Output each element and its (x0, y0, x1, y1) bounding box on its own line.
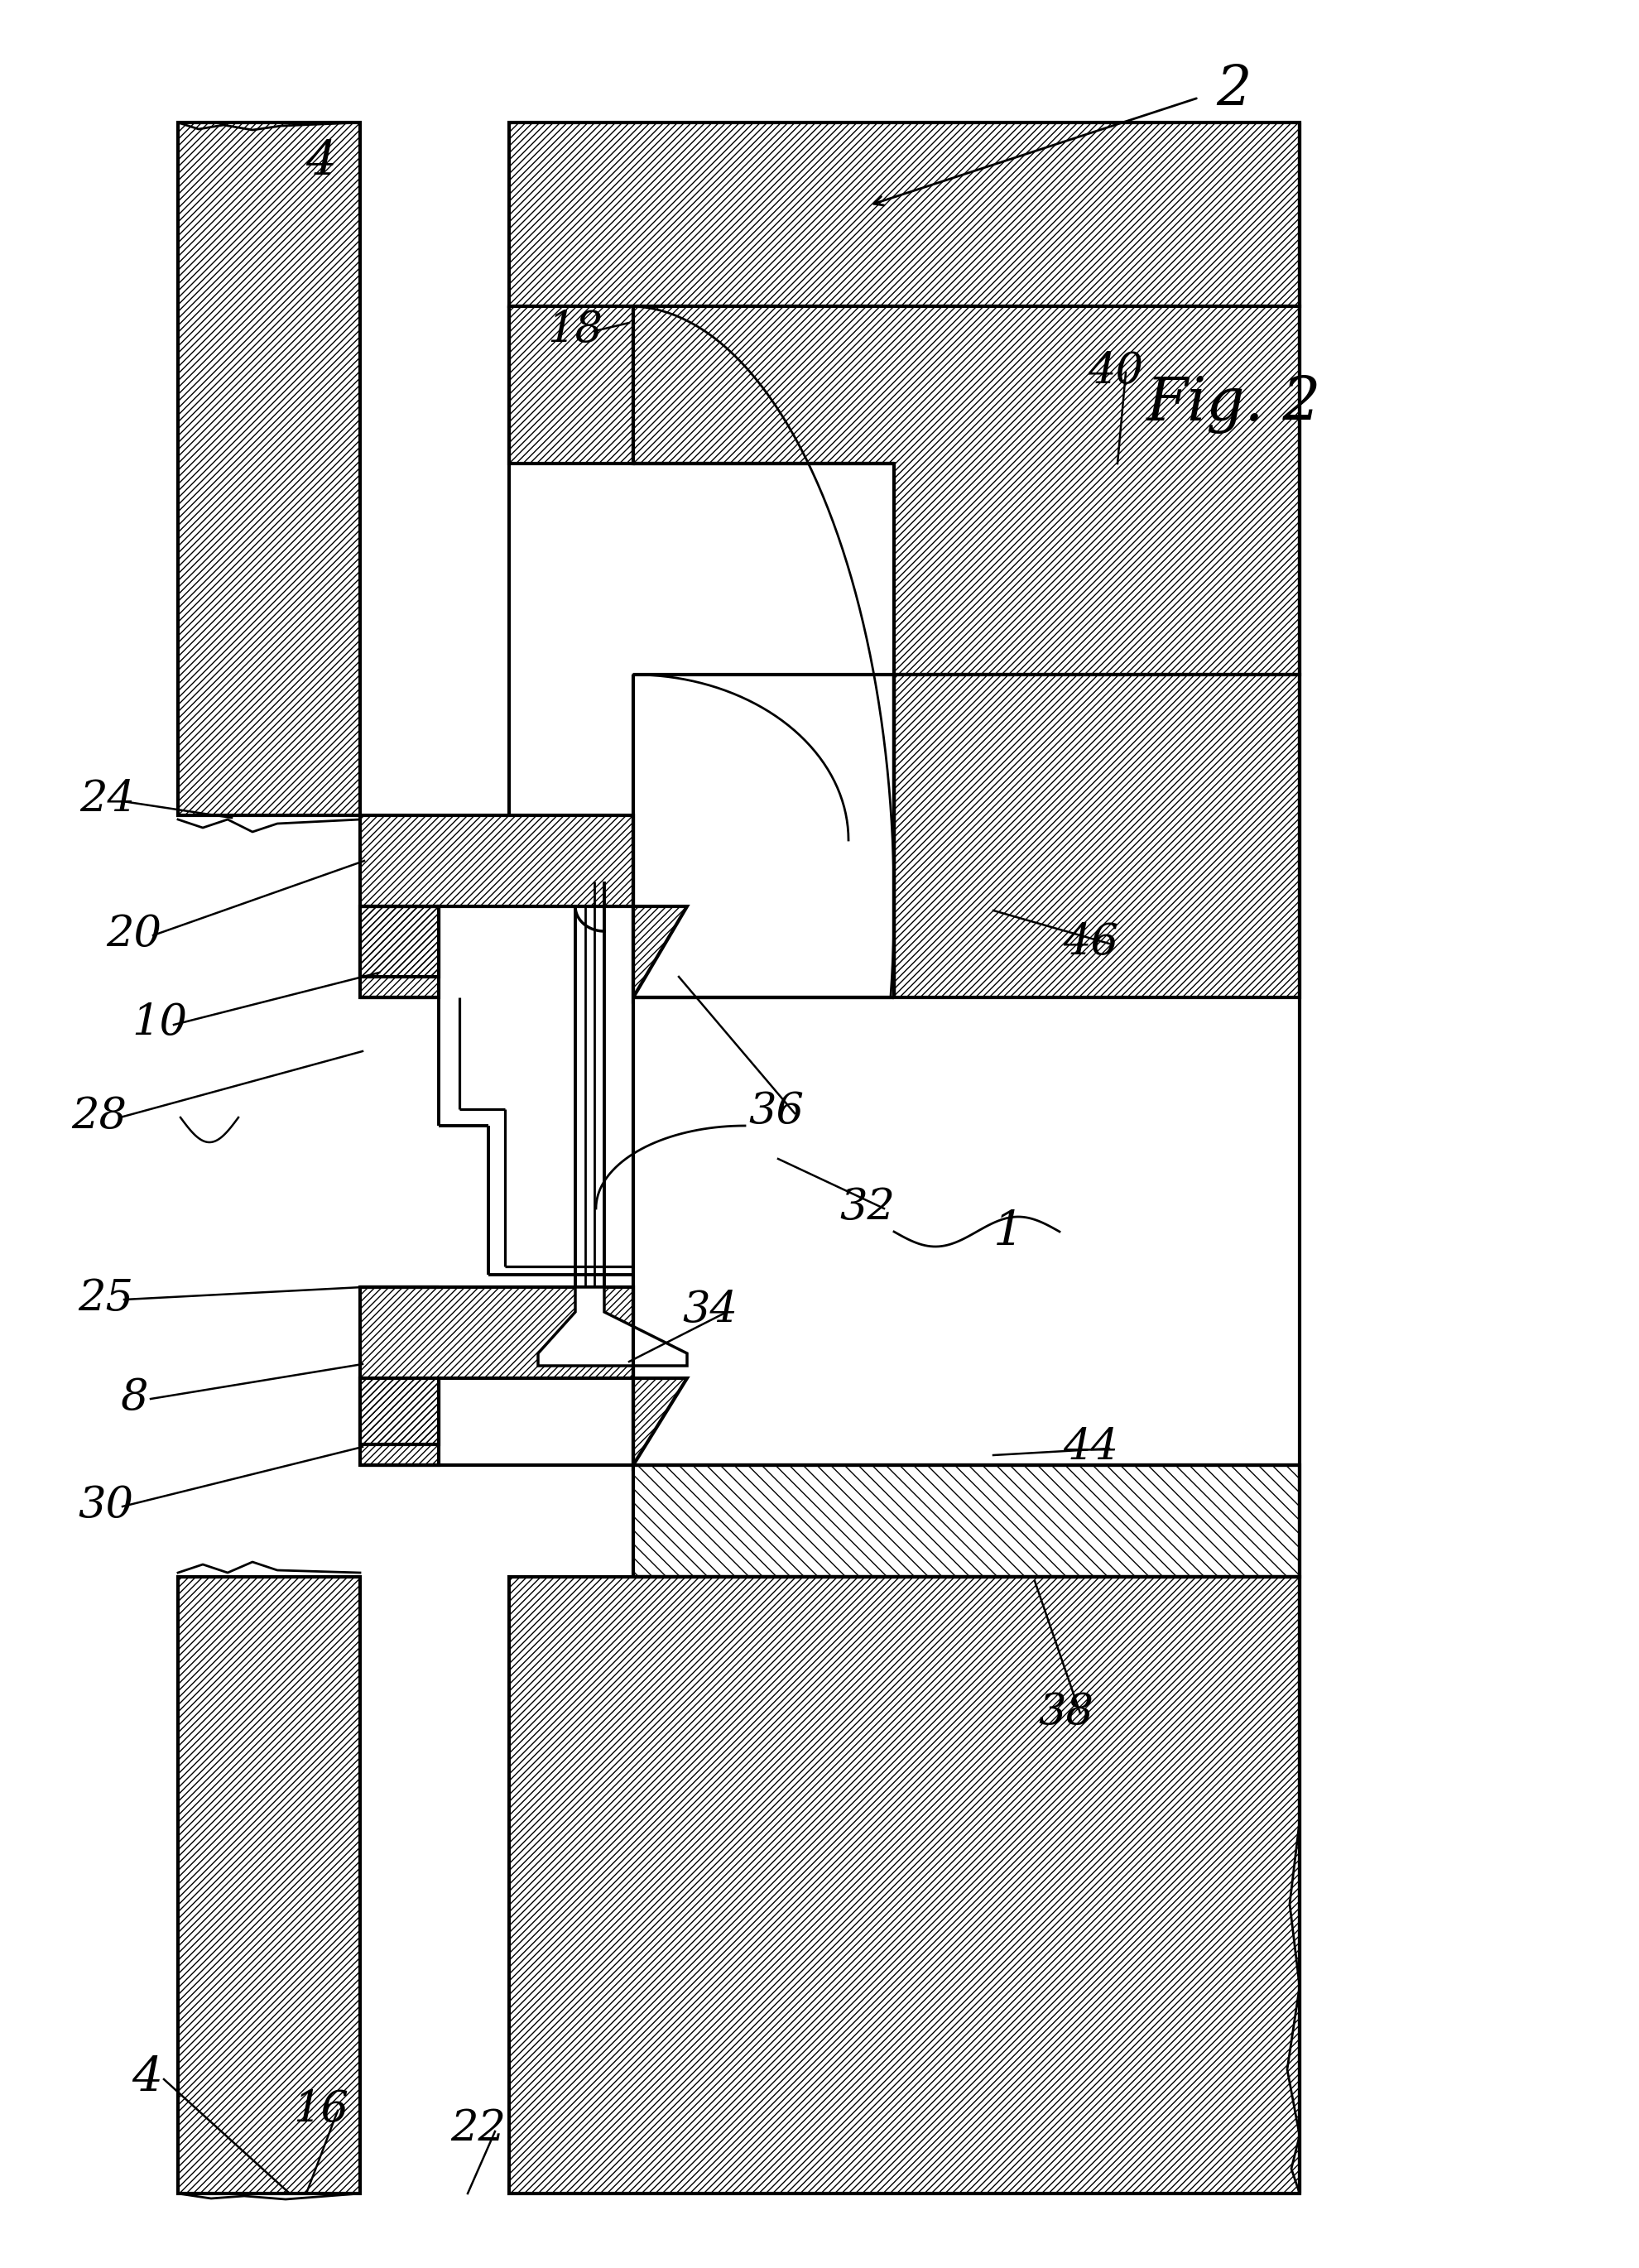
Text: 10: 10 (133, 1000, 187, 1043)
Text: 38: 38 (1039, 1690, 1093, 1733)
Polygon shape (179, 1576, 361, 2193)
Text: 25: 25 (79, 1277, 134, 1320)
Polygon shape (510, 122, 1300, 306)
Text: 40: 40 (1088, 349, 1144, 392)
Polygon shape (633, 1379, 687, 1465)
Text: 4: 4 (133, 2055, 162, 2100)
Text: 1: 1 (993, 1209, 1024, 1254)
Polygon shape (633, 907, 687, 998)
Text: 28: 28 (72, 1095, 128, 1136)
Text: 22: 22 (451, 2107, 506, 2150)
Text: 46: 46 (1064, 921, 1119, 964)
Text: 30: 30 (79, 1483, 134, 1526)
Text: 34: 34 (682, 1288, 738, 1331)
Text: 44: 44 (1064, 1427, 1119, 1467)
Text: 4: 4 (306, 138, 336, 184)
Text: 20: 20 (107, 912, 162, 955)
Polygon shape (538, 1288, 687, 1365)
Polygon shape (633, 306, 1300, 674)
Text: 36: 36 (749, 1089, 805, 1132)
Polygon shape (361, 814, 633, 998)
Polygon shape (179, 122, 361, 814)
Text: Fig. 2: Fig. 2 (1146, 374, 1321, 433)
Text: 16: 16 (293, 2089, 349, 2130)
Polygon shape (361, 1379, 439, 1445)
Text: 24: 24 (80, 778, 136, 819)
Polygon shape (361, 907, 439, 978)
Text: 2: 2 (1216, 64, 1251, 116)
Polygon shape (893, 674, 1300, 998)
Polygon shape (510, 306, 633, 463)
Polygon shape (361, 1288, 633, 1465)
Text: 8: 8 (120, 1377, 148, 1418)
Text: 18: 18 (547, 308, 603, 352)
Text: 32: 32 (839, 1186, 895, 1227)
Polygon shape (633, 1465, 1300, 1576)
Polygon shape (510, 1576, 1300, 2193)
